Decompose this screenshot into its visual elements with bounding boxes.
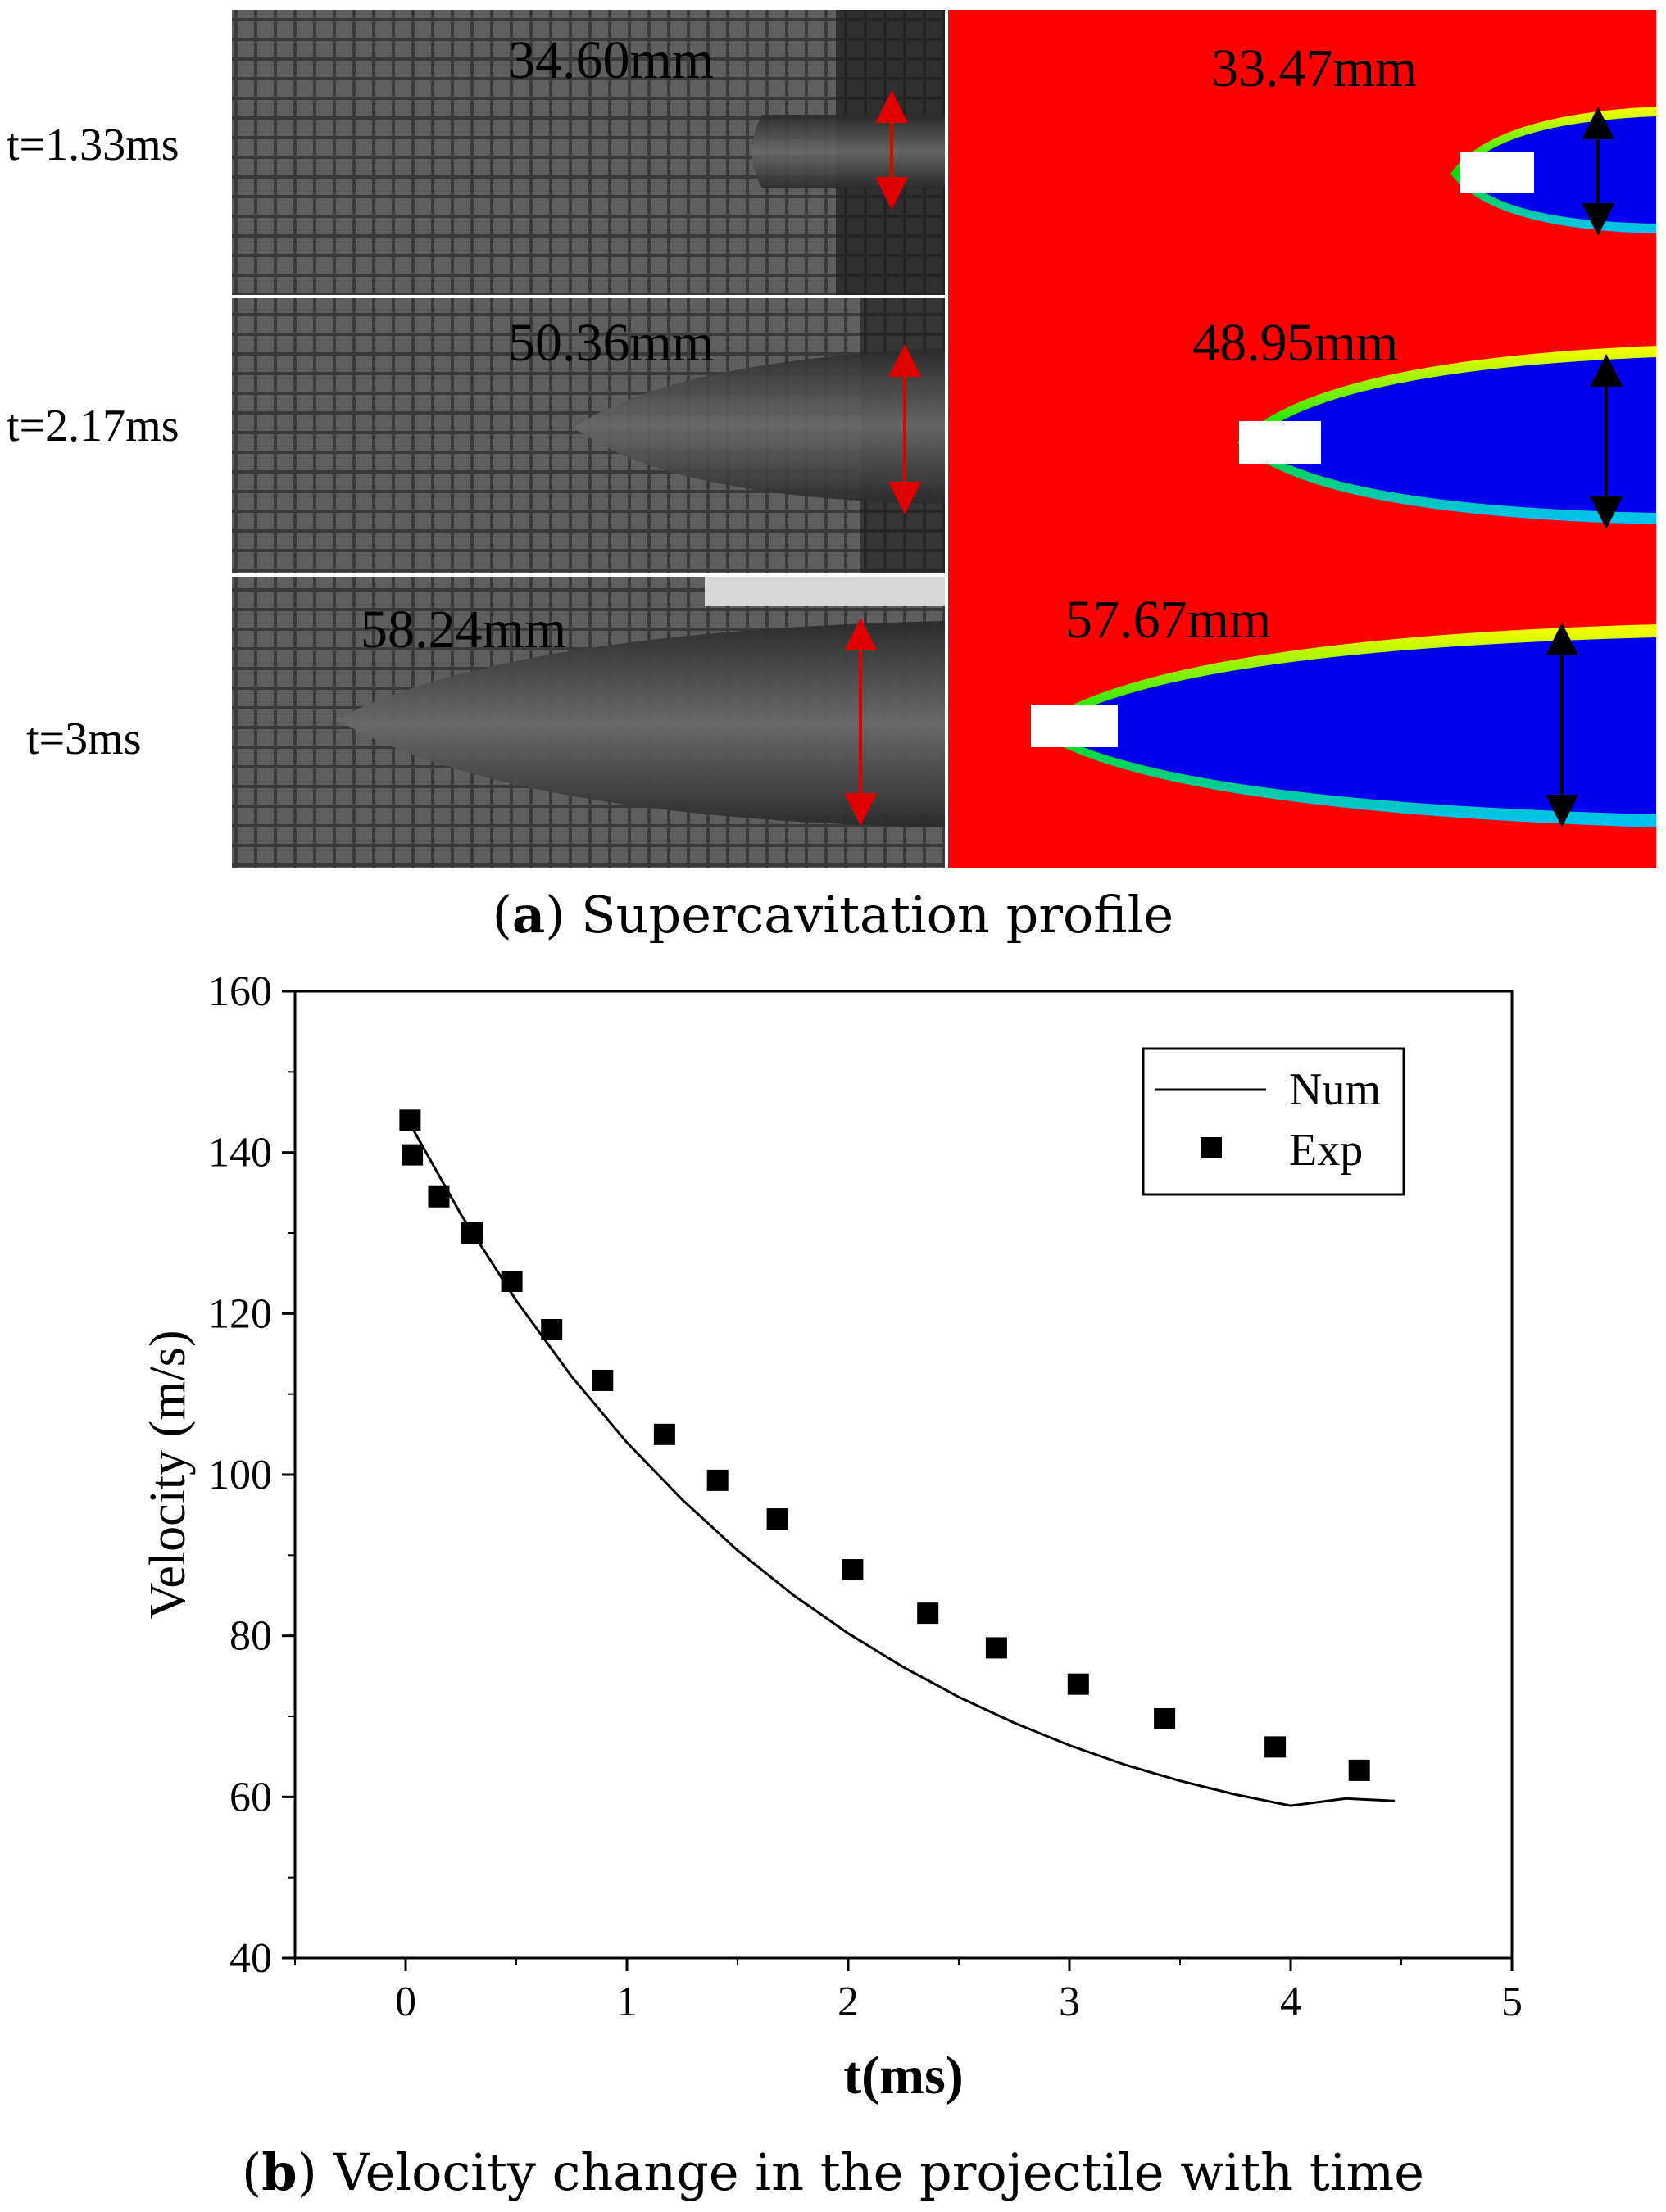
x-axis-label: t(ms) <box>843 2046 964 2105</box>
x-tick-label-4: 4 <box>1280 1979 1301 2025</box>
exp-point-7 <box>653 1423 675 1445</box>
caption-b: (b) Velocity change in the projectile wi… <box>242 2142 1424 2202</box>
x-tick-label-5: 5 <box>1501 1979 1523 2025</box>
exp-point-16 <box>1348 1759 1370 1781</box>
num-image-3 <box>1031 624 1656 827</box>
profile-images: 34.60mm 50.36mm 58.24mm 33.47mm 48.95mm … <box>232 10 1656 868</box>
exp-point-6 <box>592 1369 614 1391</box>
exp-point-5 <box>541 1319 563 1340</box>
num-length-2: 48.95mm <box>1192 313 1398 373</box>
exp-image-2 <box>232 298 945 573</box>
time-label-3: t=3ms <box>26 714 142 764</box>
exp-point-3 <box>461 1222 483 1244</box>
exp-point-4 <box>501 1271 523 1292</box>
x-tick-label-2: 2 <box>838 1979 859 2025</box>
exp-image-3 <box>232 577 945 868</box>
caption-b-text: Velocity change in the projectile with t… <box>316 2142 1424 2202</box>
time-label-1: t=1.33ms <box>7 120 179 170</box>
caption-a: (a) Supercavitation profile <box>492 885 1174 945</box>
y-tick-label-4: 120 <box>208 1290 272 1337</box>
y-tick-label-3: 100 <box>208 1452 272 1498</box>
y-tick-label-6: 160 <box>208 968 272 1015</box>
exp-point-2 <box>428 1185 450 1208</box>
x-tick-label-0: 0 <box>395 1979 416 2025</box>
x-tick-label-1: 1 <box>616 1979 638 2025</box>
exp-point-12 <box>985 1637 1007 1659</box>
exp-point-14 <box>1154 1707 1176 1729</box>
exp-point-11 <box>917 1602 939 1625</box>
caption-a-letter: a <box>512 885 546 945</box>
y-tick-label-2: 80 <box>229 1613 272 1660</box>
y-axis-label: Velocity (m/s) <box>140 1330 196 1620</box>
exp-point-0 <box>399 1109 421 1131</box>
caption-a-text: Supercavitation profile <box>565 885 1174 945</box>
panel-a-supercavitation: t=1.33ms t=2.17ms t=3ms <box>0 0 1666 877</box>
y-tick-label-0: 40 <box>229 1935 272 1982</box>
legend-exp-label: Exp <box>1289 1125 1363 1176</box>
num-length-1: 33.47mm <box>1211 39 1417 98</box>
exp-length-1: 34.60mm <box>508 30 714 90</box>
series-num-line <box>404 1115 1395 1807</box>
exp-point-1 <box>402 1144 424 1166</box>
x-tick-label-3: 3 <box>1059 1979 1080 2025</box>
exp-length-3: 58.24mm <box>361 600 566 660</box>
exp-point-13 <box>1067 1673 1089 1695</box>
time-label-2: t=2.17ms <box>7 401 179 451</box>
exp-point-10 <box>842 1559 864 1581</box>
caption-b-letter: b <box>261 2142 297 2202</box>
legend-box <box>1142 1047 1405 1196</box>
legend-exp-swatch <box>1201 1137 1222 1158</box>
num-length-3: 57.67mm <box>1065 590 1271 650</box>
y-tick-label-1: 60 <box>229 1774 272 1820</box>
exp-point-15 <box>1264 1736 1287 1758</box>
num-image-2 <box>1237 346 1656 524</box>
exp-length-2: 50.36mm <box>508 313 714 373</box>
y-tick-label-5: 140 <box>208 1130 272 1176</box>
legend-num-label: Num <box>1289 1064 1381 1115</box>
exp-point-8 <box>706 1469 729 1491</box>
exp-point-9 <box>766 1508 788 1530</box>
velocity-chart: 0 1 2 3 4 5 40 60 80 100 120 140 160 t(ms) Velocity (m… <box>140 968 1523 2105</box>
